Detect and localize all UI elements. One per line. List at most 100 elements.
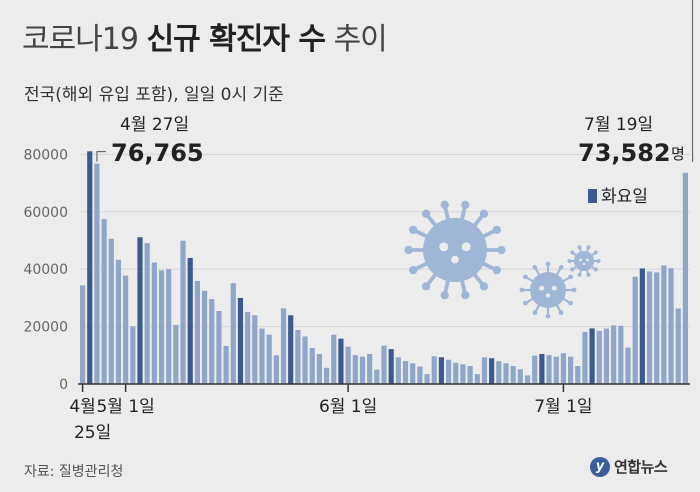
gridlines [80, 153, 690, 328]
bar [230, 283, 236, 384]
virus-spike-tip [570, 267, 575, 272]
bar [668, 268, 674, 384]
virus-spike-tip [558, 265, 564, 270]
bar [524, 375, 531, 384]
bar [309, 347, 315, 384]
bar [202, 290, 208, 384]
bar [402, 361, 409, 384]
virus-spike-tip [596, 259, 601, 263]
bar [560, 353, 566, 384]
publisher-name: 연합뉴스 [614, 458, 668, 476]
virus-spike-tip [440, 200, 449, 209]
bar [431, 356, 437, 384]
virus-spike-tip [497, 245, 506, 255]
virus-spike-tip [593, 267, 598, 272]
virus-spike-tip [479, 282, 489, 291]
virus-mouth [451, 255, 459, 264]
bar [611, 325, 617, 384]
bar [280, 308, 287, 384]
bar-tuesday [187, 257, 193, 384]
y-tick-label: 80000 [23, 147, 68, 163]
virus-spike-tip [492, 265, 501, 275]
page-subtitle: 전국(해외 유입 포함), 일일 0시 기준 [24, 85, 284, 105]
virus-eye [579, 258, 582, 262]
legend-label: 화요일 [601, 187, 648, 207]
virus-spike-tip [570, 250, 575, 255]
virus-spike-tip [409, 225, 418, 235]
virus-spike-tip [532, 265, 538, 270]
bar [166, 269, 172, 384]
title-part-1: 코로나19 [22, 22, 139, 57]
annotation-unit: 명 [671, 145, 685, 163]
bar-tuesday [288, 315, 294, 384]
y-tick-label: 60000 [23, 205, 68, 221]
bar [209, 299, 215, 384]
virus-spike-tip [404, 245, 413, 255]
virus-spike-tip [577, 272, 582, 277]
bar [345, 346, 351, 384]
bar [474, 374, 480, 384]
virus-spike-tip [461, 200, 470, 209]
annotation-leader [96, 151, 106, 162]
bar [582, 331, 588, 384]
bar-tuesday [237, 297, 244, 384]
virus-spike-tip [409, 265, 418, 275]
bar [632, 276, 638, 384]
virus-spike-tip [567, 259, 572, 263]
virus-spike-tip [523, 300, 528, 306]
bar [517, 369, 523, 384]
bar [381, 345, 387, 384]
bar-tuesday [539, 353, 545, 384]
virus-body [530, 272, 566, 308]
bar [575, 366, 581, 384]
bars [80, 151, 688, 384]
bar [603, 328, 610, 384]
bar [618, 325, 624, 384]
virus-spike-tip [593, 250, 598, 255]
bar-tuesday [589, 328, 595, 384]
annotations: 4월 27일 76,765 7월 19일 73,582 명 [96, 0, 694, 167]
virus-spike-tip [421, 282, 431, 291]
virus-eye [586, 258, 589, 262]
bar [144, 243, 150, 384]
page-title: 코로나19 신규 확진자 수 추이 [22, 14, 388, 58]
bar [216, 310, 222, 384]
virus-eye [551, 285, 557, 291]
y-tick-label: 20000 [23, 320, 68, 336]
bar-tuesday [639, 268, 645, 384]
virus-body [574, 251, 594, 271]
virus-spike-tip [519, 287, 525, 293]
bar [94, 163, 100, 384]
bar [266, 334, 272, 384]
bar [130, 326, 136, 384]
bar [568, 356, 574, 384]
bar [359, 356, 366, 384]
virus-eye [539, 285, 545, 291]
bar-tuesday [388, 349, 394, 384]
bar [481, 357, 488, 384]
bar [101, 219, 107, 384]
bar [424, 374, 430, 384]
yonhap-logo-icon: y [590, 456, 610, 477]
virus-spike-tip [461, 291, 470, 300]
bar [273, 355, 279, 384]
bar [302, 336, 308, 384]
bar [546, 355, 552, 384]
bar [510, 366, 516, 384]
bar [410, 363, 416, 384]
virus-spike-tip [492, 225, 501, 235]
publisher-logo: y 연합뉴스 [590, 456, 668, 477]
bar [682, 172, 688, 384]
bar [352, 355, 358, 384]
bar [467, 366, 473, 384]
x-tick-label: 7월 1일 [534, 397, 592, 417]
bar [324, 367, 330, 384]
bar-tuesday [489, 358, 495, 384]
bar [252, 315, 258, 384]
bar [80, 285, 86, 384]
legend-swatch [588, 189, 597, 203]
x-tick-label: 5월 1일 [96, 397, 154, 417]
bar [194, 280, 200, 384]
virus-spike-tip [571, 287, 577, 293]
